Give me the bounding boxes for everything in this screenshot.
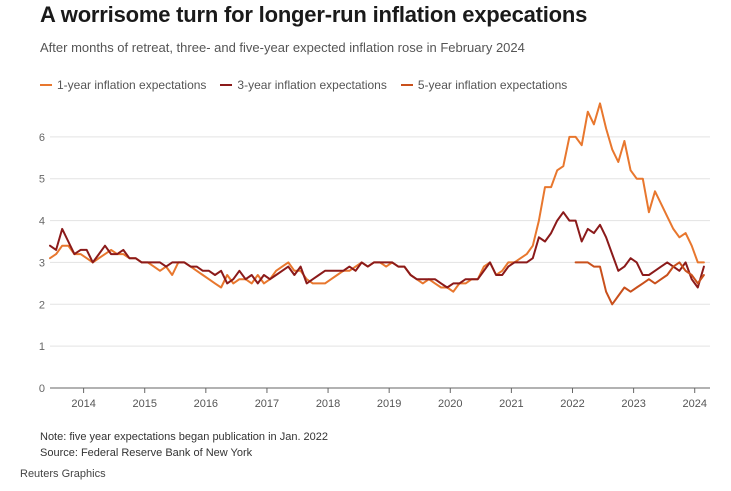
x-tick-label-2018: 2018 <box>316 398 340 410</box>
series-line-3 <box>574 261 705 306</box>
y-tick-label-1: 1 <box>39 341 45 353</box>
x-tick-label-2021: 2021 <box>499 398 523 410</box>
legend-swatch-1-year <box>40 84 52 86</box>
x-tick-label-2019: 2019 <box>377 398 401 410</box>
chart-legend: 1-year inflation expectations 3-year inf… <box>40 78 567 92</box>
legend-label-5-year: 5-year inflation expectations <box>417 78 568 92</box>
series-line-1 <box>49 102 705 293</box>
x-tick-label-2015: 2015 <box>132 398 156 410</box>
y-tick-label-5: 5 <box>39 174 45 186</box>
x-tick-label-2023: 2023 <box>621 398 645 410</box>
x-tick-label-2024: 2024 <box>682 398 706 410</box>
legend-swatch-5-year <box>400 84 413 86</box>
y-tick-label-0: 0 <box>39 383 45 395</box>
series-line-2 <box>49 211 705 289</box>
y-tick-label-6: 6 <box>39 132 45 144</box>
chart-title: A worrisome turn for longer-run inflatio… <box>40 2 588 27</box>
credit-label: Reuters Graphics <box>20 468 106 480</box>
y-tick-label-2: 2 <box>39 299 45 311</box>
x-tick-label-2022: 2022 <box>560 398 584 410</box>
y-tick-label-3: 3 <box>39 257 45 269</box>
legend-label-1-year: 1-year inflation expectations <box>57 78 207 92</box>
x-tick-label-2014: 2014 <box>71 398 95 410</box>
legend-label-3-year: 3-year inflation expectations <box>237 78 387 92</box>
x-tick-label-2020: 2020 <box>438 398 462 410</box>
source-note: Source: Federal Reserve Bank of New York <box>40 447 253 459</box>
x-tick-label-2016: 2016 <box>194 398 218 410</box>
legend-item-1-year: 1-year inflation expectations <box>40 78 206 92</box>
y-tick-label-4: 4 <box>39 216 45 228</box>
footnote: Note: five year expectations began publi… <box>40 431 329 443</box>
legend-item-5-year: 5-year inflation expectations <box>400 78 568 92</box>
x-tick-label-2017: 2017 <box>255 398 279 410</box>
legend-item-3-year: 3-year inflation expectations <box>220 78 387 92</box>
chart-subtitle: After months of retreat, three- and five… <box>40 40 525 55</box>
legend-swatch-3-year <box>220 84 233 86</box>
